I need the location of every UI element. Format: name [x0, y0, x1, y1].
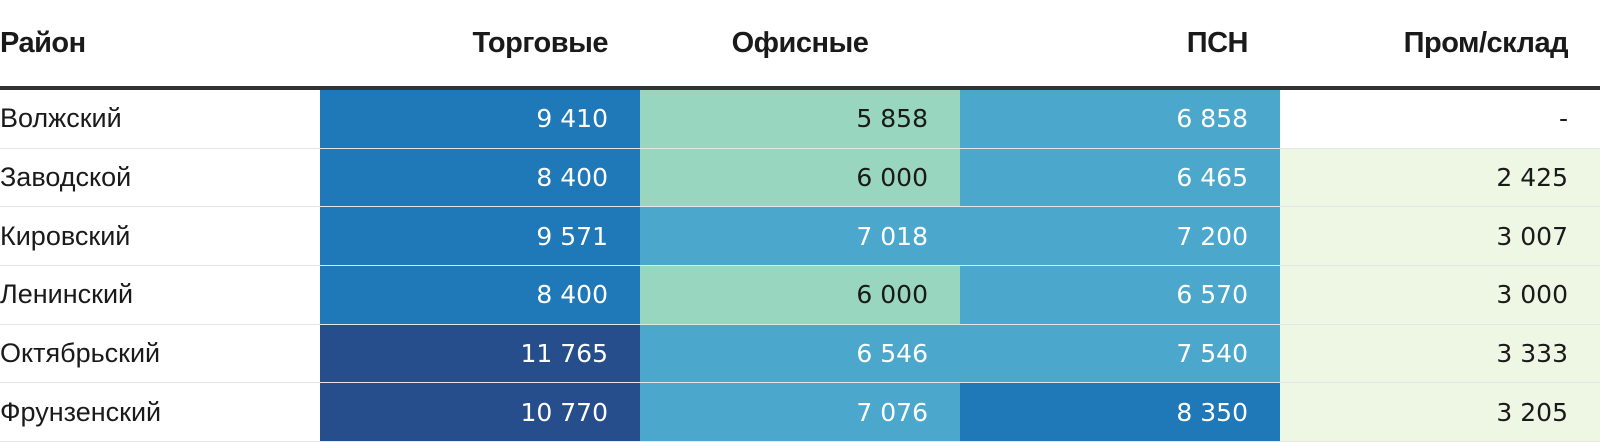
heat-cell-retail: 9 410 [320, 88, 640, 149]
heat-cell-psn: 6 465 [960, 148, 1280, 208]
heat-cell-industrial: - [1280, 88, 1600, 149]
heat-cell-office: 7 018 [640, 206, 960, 266]
heat-cell-industrial: 2 425 [1280, 148, 1600, 208]
table-row: Волжский 9 410 5 858 6 858- [0, 88, 1600, 149]
heat-cell-psn: 6 858 [960, 88, 1280, 149]
row-label-district: Волжский [0, 88, 320, 149]
row-label-district: Ленинский [0, 265, 320, 325]
heat-cell-industrial: 3 007 [1280, 206, 1600, 266]
heat-cell-psn: 7 200 [960, 206, 1280, 266]
heat-cell-retail: 10 770 [320, 382, 640, 442]
column-header-industrial: Пром/склад [1280, 0, 1600, 90]
heat-cell-psn: 6 570 [960, 265, 1280, 325]
heat-cell-retail: 8 400 [320, 265, 640, 325]
heat-cell-psn: 8 350 [960, 382, 1280, 442]
column-header-retail: Торговые [320, 0, 640, 90]
heat-cell-office: 6 546 [640, 324, 960, 384]
heat-cell-industrial: 3 333 [1280, 324, 1600, 384]
column-header-psn: ПСН [960, 0, 1280, 90]
row-label-district: Октябрьский [0, 324, 320, 384]
heat-cell-retail: 11 765 [320, 324, 640, 384]
table-row: Фрунзенский 10 770 7 076 8 350 3 205 [0, 382, 1600, 442]
heat-cell-psn: 7 540 [960, 324, 1280, 384]
row-label-district: Фрунзенский [0, 382, 320, 442]
table-row: Заводской 8 400 6 000 6 465 2 425 [0, 148, 1600, 208]
heat-cell-retail: 8 400 [320, 148, 640, 208]
heat-cell-retail: 9 571 [320, 206, 640, 266]
column-header-office: Офисные [640, 0, 960, 90]
table-body: Волжский 9 410 5 858 6 858- Заводской 8 400 6 … [0, 88, 1600, 442]
table-row: Кировский 9 571 7 018 7 200 3 007 [0, 206, 1600, 266]
column-header-district: Район [0, 0, 320, 90]
heat-cell-office: 6 000 [640, 265, 960, 325]
header-row: Район Торговые Офисные ПСН Пром/склад [0, 0, 1600, 90]
heat-cell-office: 6 000 [640, 148, 960, 208]
heat-cell-industrial: 3 000 [1280, 265, 1600, 325]
heat-cell-office: 5 858 [640, 88, 960, 149]
row-label-district: Заводской [0, 148, 320, 208]
heat-cell-industrial: 3 205 [1280, 382, 1600, 442]
heat-cell-office: 7 076 [640, 382, 960, 442]
table-row: Ленинский 8 400 6 000 6 570 3 000 [0, 265, 1600, 325]
row-label-district: Кировский [0, 206, 320, 266]
table-row: Октябрьский 11 765 6 546 7 540 3 333 [0, 324, 1600, 384]
